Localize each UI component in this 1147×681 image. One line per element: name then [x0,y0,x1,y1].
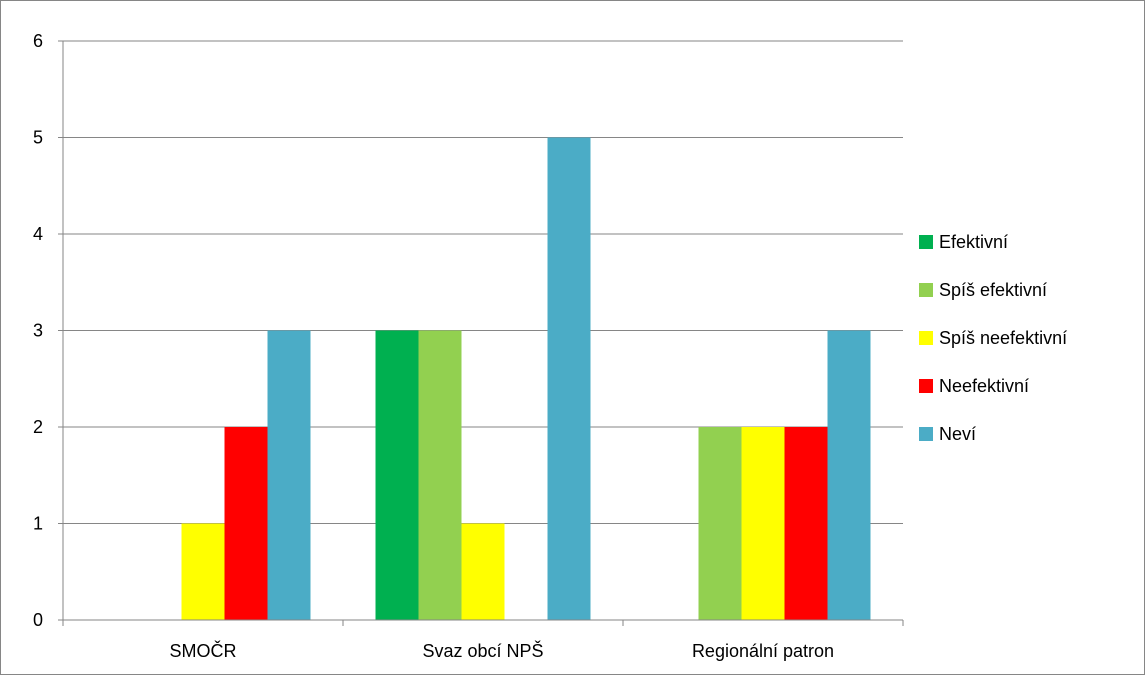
legend-swatch [919,235,933,249]
bar [827,330,871,620]
bar [181,523,225,620]
bar [224,427,268,620]
bar [784,427,828,620]
axes [58,41,904,626]
legend-swatch [919,379,933,393]
y-tick-label: 5 [33,128,43,148]
legend-label: Neví [939,424,976,444]
legend-label: Neefektivní [939,376,1029,396]
legend: Efektivní Spíš efektivní Spíš neefektivní N… [919,232,1067,444]
legend-label: Efektivní [939,232,1008,252]
x-tick-label: Svaz obcí NPŠ [422,640,543,661]
legend-item: Spíš neefektivní [919,328,1067,348]
x-tick-labels: SMOČR Svaz obcí NPŠ Regionální patron [170,640,835,661]
bar [418,330,462,620]
bar [698,427,742,620]
x-tick-label: Regionální patron [692,641,834,661]
legend-item: Neefektivní [919,376,1029,396]
legend-label: Spíš neefektivní [939,328,1067,348]
legend-item: Spíš efektivní [919,280,1047,300]
bar [375,330,419,620]
y-tick-label: 4 [33,224,43,244]
x-tick-label: SMOČR [170,640,237,661]
bar [461,523,505,620]
y-tick-label: 0 [33,610,43,630]
y-tick-label: 6 [33,31,43,51]
legend-label: Spíš efektivní [939,280,1047,300]
y-tick-label: 3 [33,321,43,341]
bar [741,427,785,620]
y-tick-label: 1 [33,514,43,534]
legend-swatch [919,427,933,441]
bars [181,137,871,620]
legend-item: Neví [919,424,976,444]
legend-item: Efektivní [919,232,1008,252]
bar [547,137,591,620]
y-tick-label: 2 [33,417,43,437]
bar [267,330,311,620]
y-tick-labels: 0 1 2 3 4 5 6 [33,31,43,630]
legend-swatch [919,331,933,345]
legend-swatch [919,283,933,297]
